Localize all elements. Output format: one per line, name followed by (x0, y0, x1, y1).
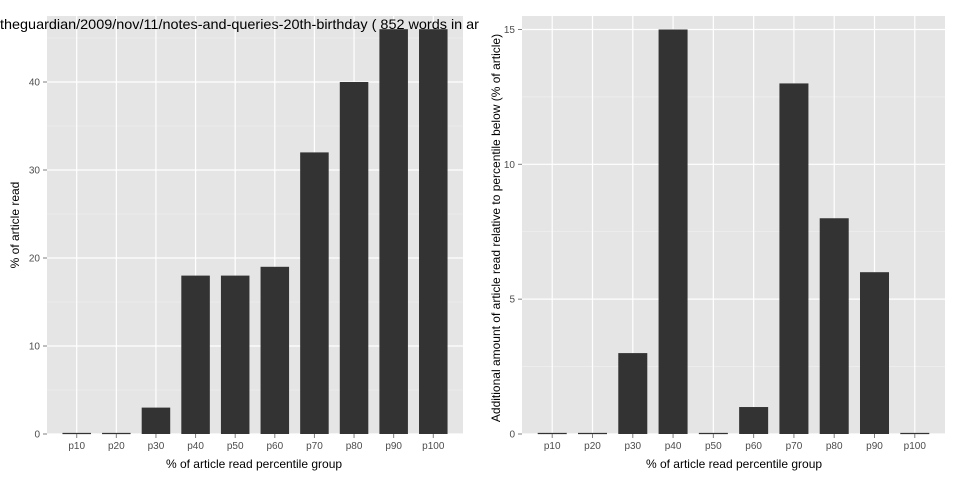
y-tick-label: 15 (504, 25, 516, 36)
left-y-axis-label: % of article read (8, 182, 22, 269)
x-tick-label: p20 (108, 441, 125, 452)
x-tick-label: p40 (665, 441, 682, 452)
right-x-axis-label: % of article read percentile group (646, 457, 822, 471)
bar-p70 (300, 152, 329, 434)
x-tick-label: p10 (544, 441, 561, 452)
right-bars (537, 29, 930, 435)
y-tick-label: 10 (504, 160, 516, 171)
bar-p60 (739, 407, 769, 434)
x-tick-label: p60 (266, 441, 283, 452)
x-tick-label: p70 (306, 441, 323, 452)
bar-p40 (658, 29, 688, 434)
x-tick-label: p80 (826, 441, 843, 452)
bar-p30 (618, 353, 648, 434)
left-bars (62, 29, 448, 435)
x-tick-label: p100 (904, 441, 927, 452)
bar-p90 (859, 272, 890, 434)
right-y-axis-label: Additional amount of article read relati… (489, 34, 503, 422)
x-tick-label: p50 (705, 441, 722, 452)
x-tick-label: p60 (745, 441, 762, 452)
bar-p50 (220, 275, 250, 434)
left-chart-title: theguardian/2009/nov/11/notes-and-querie… (0, 16, 479, 32)
right-bar-chart: 0 5 10 15 p10 p20 p30 p40 p50 p60 p70 p80 p90 p100 %… (489, 16, 945, 471)
x-tick-label: p90 (866, 441, 883, 452)
x-tick-label: p90 (385, 441, 402, 452)
x-tick-label: p20 (584, 441, 601, 452)
left-x-axis-label: % of article read percentile group (166, 457, 342, 471)
y-tick-label: 30 (29, 166, 41, 177)
y-tick-label: 40 (29, 78, 41, 89)
x-tick-label: p100 (422, 441, 445, 452)
y-tick-label: 0 (509, 430, 515, 441)
bar-p90 (379, 29, 408, 434)
y-tick-label: 5 (509, 295, 515, 306)
x-tick-label: p30 (148, 441, 165, 452)
bar-p70 (779, 83, 809, 434)
bar-p80 (819, 218, 849, 434)
right-x-axis-ticks: p10 p20 p30 p40 p50 p60 p70 p80 p90 p100 (544, 434, 926, 452)
left-y-axis-ticks: 0 10 20 30 40 (29, 78, 47, 441)
x-tick-label: p70 (786, 441, 803, 452)
x-tick-label: p80 (346, 441, 363, 452)
bar-p40 (181, 275, 210, 434)
bar-p80 (339, 82, 369, 434)
y-tick-label: 10 (29, 342, 41, 353)
y-tick-label: 0 (34, 430, 40, 441)
y-tick-label: 20 (29, 254, 41, 265)
bar-p30 (141, 407, 171, 434)
x-tick-label: p40 (187, 441, 204, 452)
x-tick-label: p30 (624, 441, 641, 452)
x-tick-label: p50 (227, 441, 244, 452)
bar-p60 (260, 266, 290, 434)
bar-p100 (419, 29, 448, 434)
x-tick-label: p10 (68, 441, 85, 452)
left-x-axis-ticks: p10 p20 p30 p40 p50 p60 p70 p80 p90 p100 (68, 434, 445, 452)
right-y-axis-ticks: 0 5 10 15 (504, 25, 522, 441)
